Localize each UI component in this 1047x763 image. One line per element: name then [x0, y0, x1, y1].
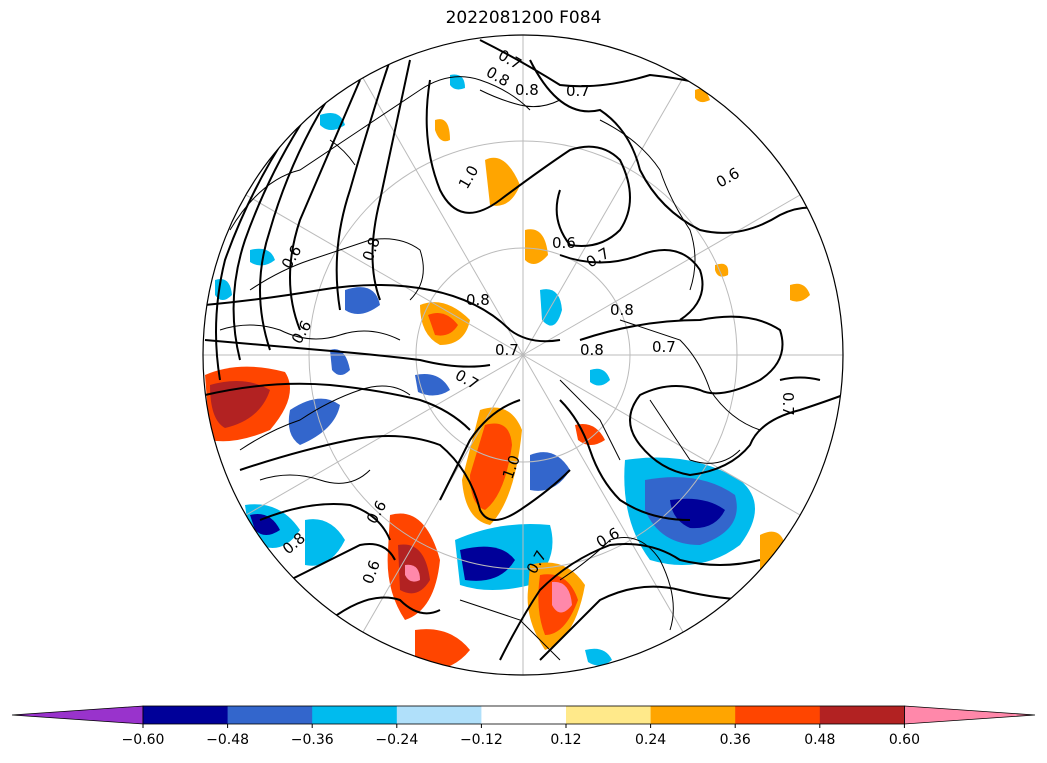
colorbar-segment	[143, 706, 229, 724]
contour-label: 0.7	[566, 82, 590, 100]
contour-label: 0.6	[278, 242, 306, 272]
colorbar-tick-label: 0.12	[550, 732, 581, 748]
colorbar-tick-label: 0.60	[889, 732, 920, 748]
map-title: 2022081200 F084	[445, 8, 602, 28]
colorbar-tick-label: 0.48	[804, 732, 835, 748]
colorbar-segment	[650, 706, 736, 724]
anomaly-fills	[205, 74, 810, 671]
contour-label: 1.0	[455, 162, 483, 192]
contour-label: 0.6	[359, 558, 384, 587]
coastlines	[219, 76, 761, 661]
colorbar-outline	[142, 705, 905, 725]
contour-label: 0.8	[580, 341, 604, 359]
contour-label: 0.7	[495, 341, 519, 359]
contour-lines	[204, 39, 843, 661]
contour-label: 0.8	[610, 301, 634, 319]
contour-label: 0.7	[779, 392, 797, 416]
contour-label: 0.6	[713, 164, 743, 192]
colorbar-segment	[566, 706, 652, 724]
colorbar-ticks: −0.60 −0.48 −0.36 −0.24 −0.12 0.12 0.24 0.36 0.4…	[122, 724, 920, 748]
colorbar-tick-label: 0.36	[720, 732, 751, 748]
colorbar-segment	[481, 706, 567, 724]
contour-label: 0.6	[593, 524, 623, 552]
contour-label: 0.7	[452, 366, 482, 394]
colorbar-segment	[735, 706, 821, 724]
graticule	[203, 35, 843, 675]
colorbar: −0.60 −0.48 −0.36 −0.24 −0.12 0.12 0.24 0.36 0.4…	[11, 705, 1036, 748]
colorbar-tick-label: −0.36	[291, 732, 334, 748]
colorbar-tick-label: −0.48	[206, 732, 249, 748]
colorbar-tick-label: 0.24	[635, 732, 666, 748]
colorbar-extend-high	[904, 705, 1036, 725]
polar-map: 0.7 0.8 0.8 0.7 0.6 0.6 0.7 0.8 1.0 0.8 …	[202, 34, 844, 676]
colorbar-segment	[819, 706, 905, 724]
colorbar-tick-label: −0.12	[460, 732, 503, 748]
map-boundary	[202, 34, 844, 676]
colorbar-segment	[396, 706, 482, 724]
colorbar-segments	[11, 705, 1036, 725]
contour-label: 0.8	[515, 81, 539, 99]
contour-label: 0.8	[466, 291, 490, 309]
colorbar-extend-low	[11, 705, 144, 725]
contour-label: 0.6	[552, 234, 576, 252]
colorbar-tick-label: −0.24	[375, 732, 418, 748]
colorbar-segment	[312, 706, 398, 724]
colorbar-segment	[227, 706, 313, 724]
colorbar-tick-label: −0.60	[122, 732, 165, 748]
contour-label: 0.7	[583, 244, 613, 272]
contour-label: 0.7	[652, 338, 676, 356]
